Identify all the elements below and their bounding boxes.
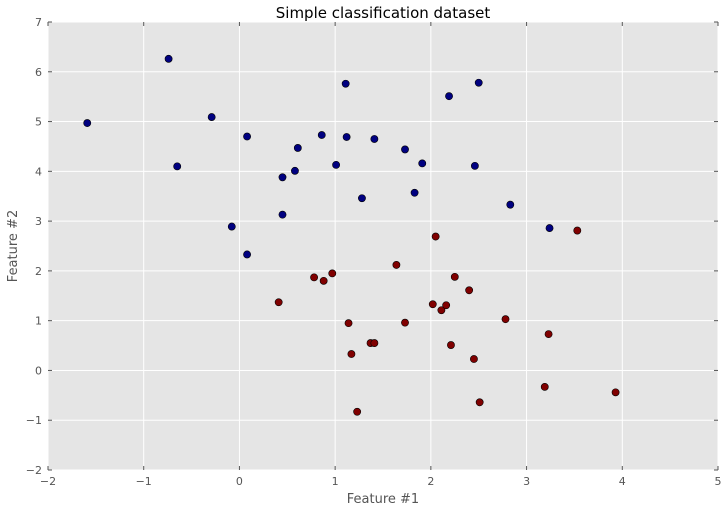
data-point-class-1 [475,398,484,407]
data-point-class-0 [164,54,173,63]
data-point-class-0 [342,133,351,141]
y-tick-label: 3 [35,215,42,228]
data-point-class-0 [83,119,92,127]
data-point-class-0 [506,200,515,209]
x-tick-label: 3 [523,475,530,488]
chart-title: Simple classification dataset [276,4,491,22]
x-axis-label: Feature #1 [347,492,419,507]
data-point-class-1 [442,301,451,310]
data-point-class-0 [278,210,287,219]
y-tick-label: 5 [35,116,42,129]
data-point-class-0 [474,78,483,87]
data-point-class-1 [450,272,459,281]
x-tick-label: 1 [332,475,339,488]
data-point-class-0 [370,135,379,143]
data-point-class-0 [173,162,182,171]
plot-background [48,22,718,470]
data-point-class-1 [465,286,474,295]
data-point-class-1 [370,339,379,347]
data-point-class-0 [418,159,427,168]
x-tick-label: 2 [427,475,434,488]
y-tick-label: 1 [35,315,42,328]
data-point-class-1 [447,341,455,349]
grid-lines [47,21,719,471]
x-tick-label: −1 [136,475,152,488]
y-tick-label: 6 [35,66,42,79]
y-tick-label: 0 [35,364,42,377]
data-point-class-1 [611,388,620,397]
y-tick-label: −2 [26,464,42,477]
data-point-class-0 [278,173,287,182]
x-tick-label: 4 [619,475,626,488]
data-point-class-0 [410,188,419,197]
data-point-class-1 [470,355,478,363]
data-point-class-1 [319,276,328,285]
data-point-class-0 [332,160,340,169]
data-point-class-0 [293,144,302,152]
data-point-class-1 [437,306,446,315]
data-point-class-0 [243,132,251,141]
x-tick-label: −2 [40,475,56,488]
data-point-class-1 [347,350,356,358]
data-point-class-0 [317,131,326,139]
x-tick-label: 5 [715,475,722,488]
data-point-class-0 [243,250,251,259]
data-point-class-0 [291,166,299,175]
axis-ticks: −2 −1 0 1 2 3 4 5 −2 −1 0 1 2 3 4 5 6 7 [26,16,722,488]
y-tick-label: −1 [26,414,42,427]
data-point-class-0 [445,92,453,101]
data-point-class-1 [310,273,318,282]
data-point-class-1 [353,407,362,416]
data-point-class-1 [392,261,401,269]
data-point-class-1 [540,382,549,391]
y-axis-label: Feature #2 [6,210,21,282]
data-point-class-0 [545,224,554,232]
data-point-class-0 [207,113,216,121]
data-point-class-1 [274,298,283,307]
data-point-class-0 [227,222,236,231]
x-tick-label: 0 [236,475,243,488]
y-tick-label: 4 [35,165,42,178]
data-point-class-1 [328,269,337,278]
data-point-class-1 [501,315,510,324]
data-point-class-0 [358,194,366,203]
data-point-class-1 [431,232,440,241]
data-point-class-1 [344,319,353,328]
data-points [83,54,620,416]
data-point-class-0 [341,79,350,88]
y-tick-label: 2 [35,265,42,278]
data-point-class-1 [428,300,437,309]
data-point-class-1 [573,226,582,235]
data-point-class-1 [401,318,409,327]
data-point-class-1 [544,330,553,339]
data-point-class-0 [401,145,409,154]
y-tick-label: 7 [35,16,42,29]
data-point-class-0 [470,161,479,170]
